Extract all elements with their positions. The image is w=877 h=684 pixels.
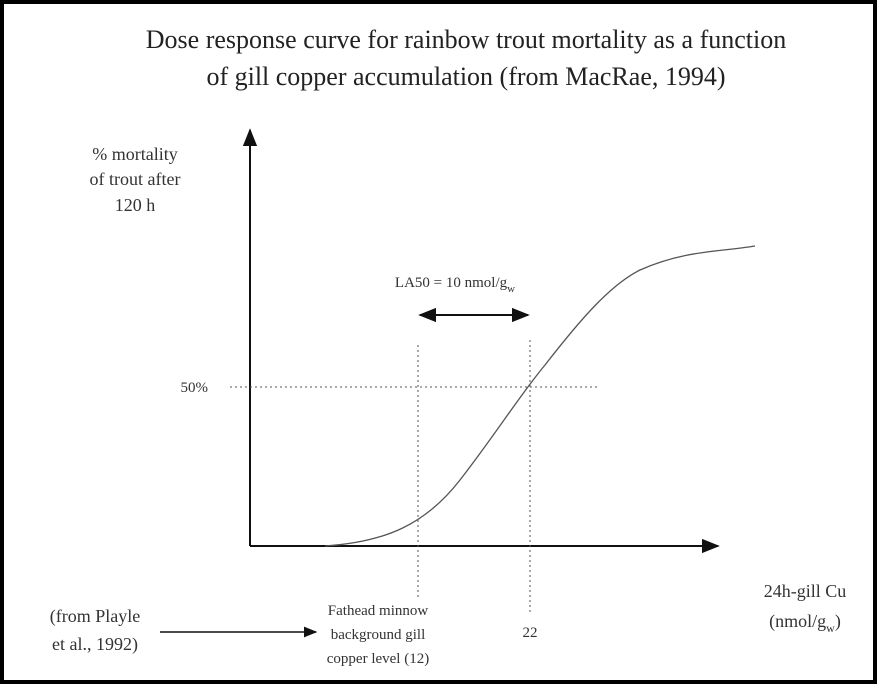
background-note: Fathead minnow	[328, 603, 429, 619]
y-label: of trout after	[90, 169, 181, 189]
x-label: (nmol/gw)	[769, 611, 841, 635]
fifty-label: 50%	[181, 380, 209, 396]
source-note: et al., 1992)	[52, 634, 138, 655]
title-line: Dose response curve for rainbow trout mo…	[146, 25, 786, 54]
background-note: background gill	[331, 627, 426, 643]
y-label: % mortality	[92, 144, 177, 164]
background-note: copper level (12)	[327, 651, 429, 667]
source-note: (from Playle	[50, 606, 140, 627]
title-line: of gill copper accumulation (from MacRae…	[206, 62, 725, 91]
y-label: 120 h	[115, 195, 156, 215]
la50-label: LA50 = 10 nmol/gw	[395, 275, 515, 295]
x-label: 24h-gill Cu	[764, 581, 847, 601]
dose-response-curve	[324, 245, 756, 547]
x-mark-label: 22	[523, 625, 538, 641]
